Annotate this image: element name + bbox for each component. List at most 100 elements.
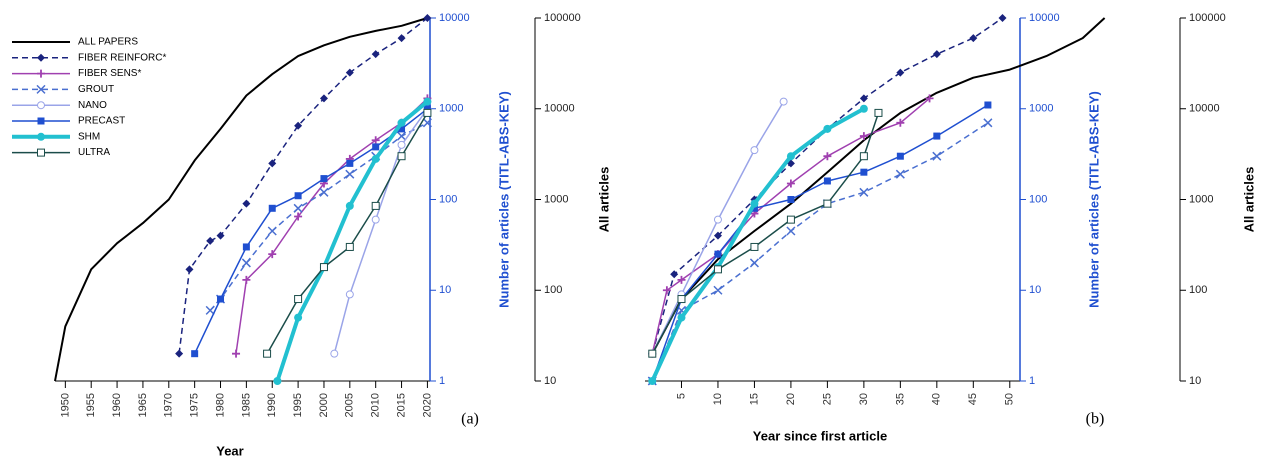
marker xyxy=(786,215,795,224)
legend-marker xyxy=(37,148,45,157)
marker xyxy=(423,108,432,117)
series-line xyxy=(651,122,989,382)
marker xyxy=(423,105,431,113)
x-tick-label: 1965 xyxy=(137,393,149,417)
x-tick-label: 2000 xyxy=(318,393,330,417)
x-tick-label: 1980 xyxy=(214,393,226,417)
marker xyxy=(925,94,934,103)
marker xyxy=(263,349,272,358)
x-tick-label: 1975 xyxy=(189,393,201,417)
x-tick-label: 10 xyxy=(712,393,724,405)
marker xyxy=(319,94,328,103)
marker xyxy=(423,14,432,22)
legend-marker xyxy=(37,69,45,78)
marker xyxy=(998,14,1007,22)
marker xyxy=(932,151,942,161)
marker xyxy=(320,175,328,183)
marker xyxy=(713,285,723,295)
x-tick-label: 1990 xyxy=(266,393,278,417)
marker xyxy=(662,286,671,295)
marker xyxy=(750,146,759,155)
marker xyxy=(787,196,795,203)
marker xyxy=(397,118,406,127)
series-line xyxy=(178,17,428,354)
marker xyxy=(294,212,303,221)
x-tick-label: 1950 xyxy=(59,393,71,417)
marker xyxy=(677,313,686,322)
marker xyxy=(859,94,868,103)
legend-marker xyxy=(37,101,45,110)
marker xyxy=(319,187,329,197)
marker xyxy=(191,350,199,358)
marker xyxy=(398,125,406,133)
x-tick-label: 5 xyxy=(675,393,687,399)
y-tick-label: 1 xyxy=(1029,375,1035,387)
marker xyxy=(232,349,241,358)
marker xyxy=(932,50,941,59)
legend-marker xyxy=(37,132,45,141)
x-tick-label: 1985 xyxy=(240,393,252,417)
x-axis-title: Year since first article xyxy=(753,428,887,443)
marker xyxy=(648,349,657,358)
marker xyxy=(268,159,277,168)
marker xyxy=(786,152,795,161)
marker xyxy=(969,34,978,43)
y-tick-label: 1 xyxy=(439,375,445,387)
marker xyxy=(677,275,686,284)
marker xyxy=(345,201,354,210)
series-line xyxy=(651,104,989,382)
x-tick-label: 2005 xyxy=(344,393,356,417)
marker xyxy=(983,118,993,128)
legend-label: PRECAST xyxy=(78,116,125,127)
marker xyxy=(933,132,941,140)
marker xyxy=(294,121,303,130)
y-tick-label: 10000 xyxy=(1029,12,1060,24)
series-line xyxy=(266,112,429,355)
panel-label: (a) xyxy=(461,411,479,428)
y-tick-label: 10000 xyxy=(439,12,470,24)
legend-label: ALL PAPERS xyxy=(78,37,138,48)
marker xyxy=(859,132,868,141)
series-line xyxy=(209,122,428,311)
marker xyxy=(371,136,380,145)
series-line xyxy=(651,97,930,354)
marker xyxy=(294,313,303,322)
legend-label: FIBER REINFORC* xyxy=(78,52,166,63)
x-axis-title: Year xyxy=(216,443,243,458)
y2-tick-label: 100 xyxy=(1189,284,1207,296)
y2-tick-label: 1000 xyxy=(544,193,568,205)
marker xyxy=(345,169,355,179)
x-tick-label: 45 xyxy=(967,393,979,405)
x-tick-label: 40 xyxy=(931,393,943,405)
marker xyxy=(294,192,302,200)
legend-label: GROUT xyxy=(78,84,114,95)
marker xyxy=(294,295,303,304)
x-tick-label: 2015 xyxy=(395,393,407,417)
y-tick-label: 100 xyxy=(1029,193,1047,205)
y-tick-label: 10 xyxy=(439,284,451,296)
marker xyxy=(293,203,303,213)
x-tick-label: 2020 xyxy=(421,393,433,417)
marker xyxy=(371,201,380,210)
marker xyxy=(345,242,354,251)
y2-tick-label: 10000 xyxy=(544,103,575,115)
legend-marker xyxy=(37,117,45,125)
x-tick-label: 15 xyxy=(748,393,760,405)
marker xyxy=(859,152,868,161)
x-tick-label: 20 xyxy=(785,393,797,405)
marker xyxy=(786,179,795,188)
marker xyxy=(397,131,407,141)
marker xyxy=(330,349,339,358)
y2-tick-label: 10000 xyxy=(1189,103,1220,115)
marker xyxy=(670,270,679,279)
y2-axis-title: All articles xyxy=(1241,167,1256,233)
y2-tick-label: 100000 xyxy=(1189,12,1226,24)
marker xyxy=(175,349,184,358)
y2-tick-label: 100000 xyxy=(544,12,581,24)
y-axis-title: Number of articles (TITL-ABS-KEY) xyxy=(1086,91,1101,308)
panel-label: (b) xyxy=(1086,411,1105,428)
x-tick-label: 35 xyxy=(894,393,906,405)
marker xyxy=(345,68,354,77)
marker xyxy=(242,243,250,251)
marker xyxy=(823,199,832,208)
